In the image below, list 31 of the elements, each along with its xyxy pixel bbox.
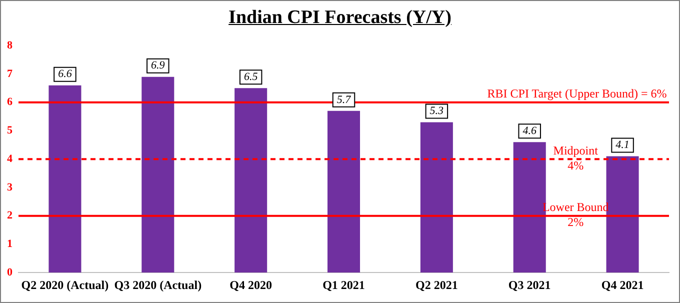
x-tick-label: Q2 2020 (Actual) xyxy=(21,278,109,292)
x-tick-label: Q1 2021 xyxy=(322,278,365,292)
bar xyxy=(234,88,268,273)
data-label: 6.9 xyxy=(151,60,166,72)
x-tick-label: Q2 2021 xyxy=(416,278,458,292)
y-tick-label: 1 xyxy=(7,238,12,250)
y-tick-label: 2 xyxy=(7,210,13,222)
x-tick-label: Q4 2020 xyxy=(230,278,272,292)
bar xyxy=(48,85,82,273)
bar xyxy=(142,76,174,273)
chart-title: Indian CPI Forecasts (Y/Y) xyxy=(228,6,452,30)
data-label: 4.1 xyxy=(616,139,630,152)
y-tick-label: 0 xyxy=(7,266,13,278)
ref-line-label: RBI CPI Target (Upper Bound) = 6% xyxy=(487,86,667,101)
y-tick-label: 6 xyxy=(7,96,13,108)
x-tick-label: Q4 2021 xyxy=(601,278,644,292)
x-tick-label: Q3 2021 xyxy=(508,278,551,292)
data-label: 5.3 xyxy=(430,105,444,118)
bar xyxy=(420,122,453,273)
x-tick-label: Q3 2020 (Actual) xyxy=(114,278,202,292)
y-tick-label: 7 xyxy=(7,68,13,80)
y-tick-label: 4 xyxy=(7,152,13,165)
y-tick-label: 8 xyxy=(7,39,13,52)
y-tick-label: 5 xyxy=(7,124,13,137)
bar xyxy=(327,110,360,273)
data-label: 6.5 xyxy=(244,71,258,84)
data-label: 6.6 xyxy=(58,68,72,80)
y-tick-label: 3 xyxy=(7,181,13,194)
data-label: 4.6 xyxy=(522,124,537,137)
data-label: 5.7 xyxy=(336,94,352,106)
ref-line-label: Midpoint 4% xyxy=(553,143,599,172)
